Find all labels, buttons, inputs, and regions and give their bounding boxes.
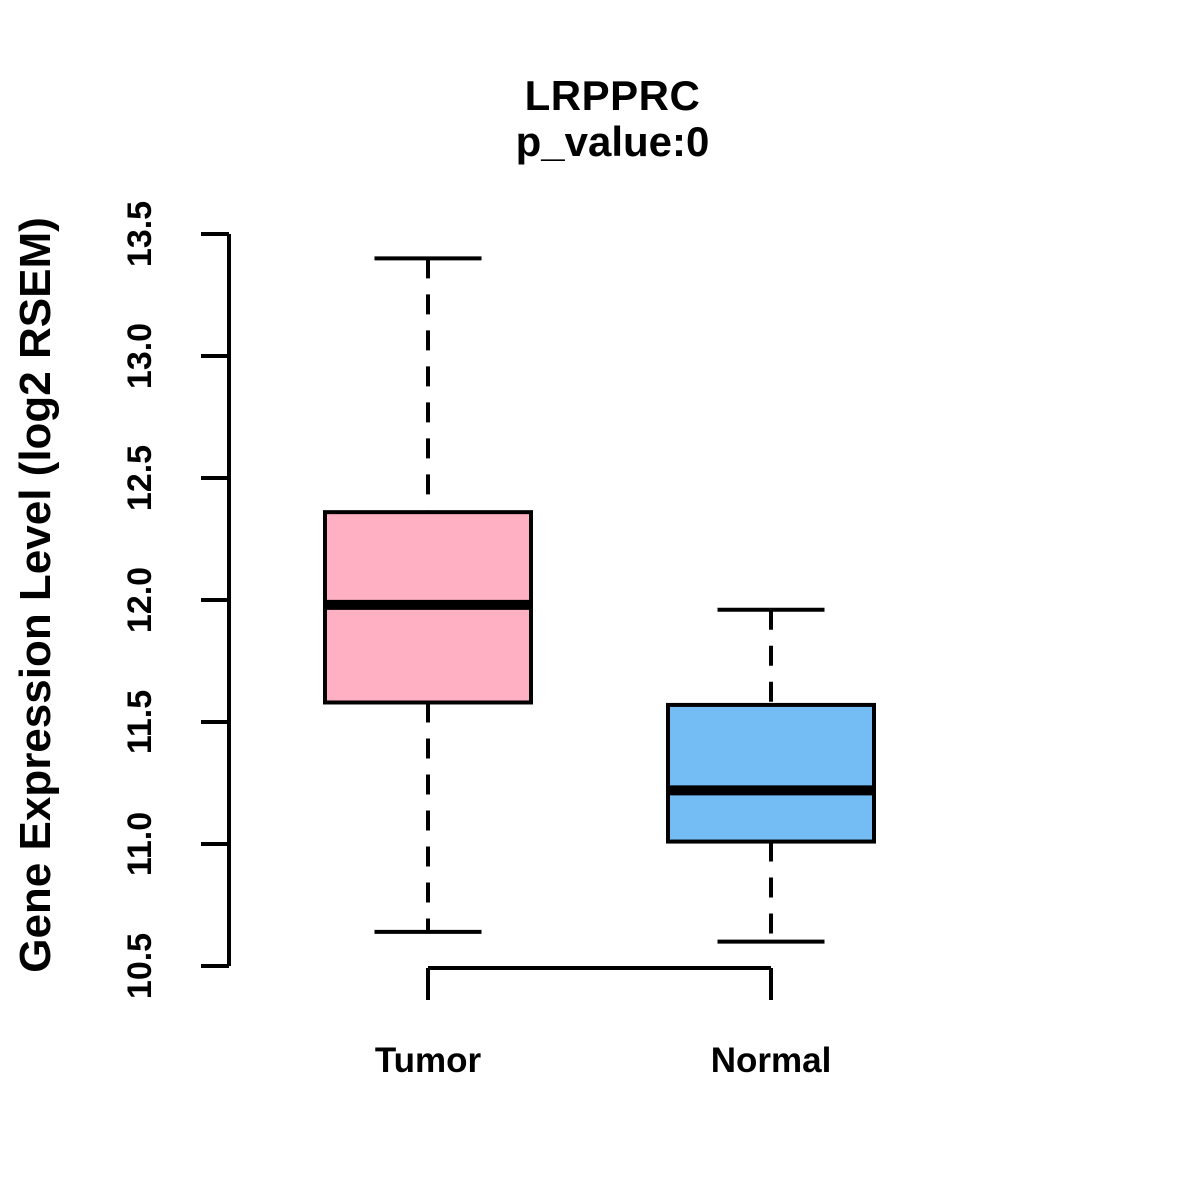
category-label-normal: Normal [711, 1041, 832, 1080]
y-axis-tick-label: 10.5 [121, 933, 159, 999]
y-axis-tick-label: 12.5 [121, 445, 159, 511]
category-label-tumor: Tumor [375, 1041, 482, 1080]
y-axis-tick-label: 12.0 [121, 567, 159, 633]
y-axis-tick-label: 11.5 [121, 690, 159, 754]
y-axis-tick-label: 11.0 [121, 812, 159, 876]
y-axis-tick-label: 13.0 [121, 323, 159, 389]
y-axis-title: Gene Expression Level (log2 RSEM) [11, 217, 60, 973]
chart-title: LRPPRC [524, 72, 701, 119]
chart-subtitle: p_value:0 [515, 118, 710, 165]
y-axis-tick-label: 13.5 [121, 201, 159, 267]
box-normal [666, 702, 876, 844]
